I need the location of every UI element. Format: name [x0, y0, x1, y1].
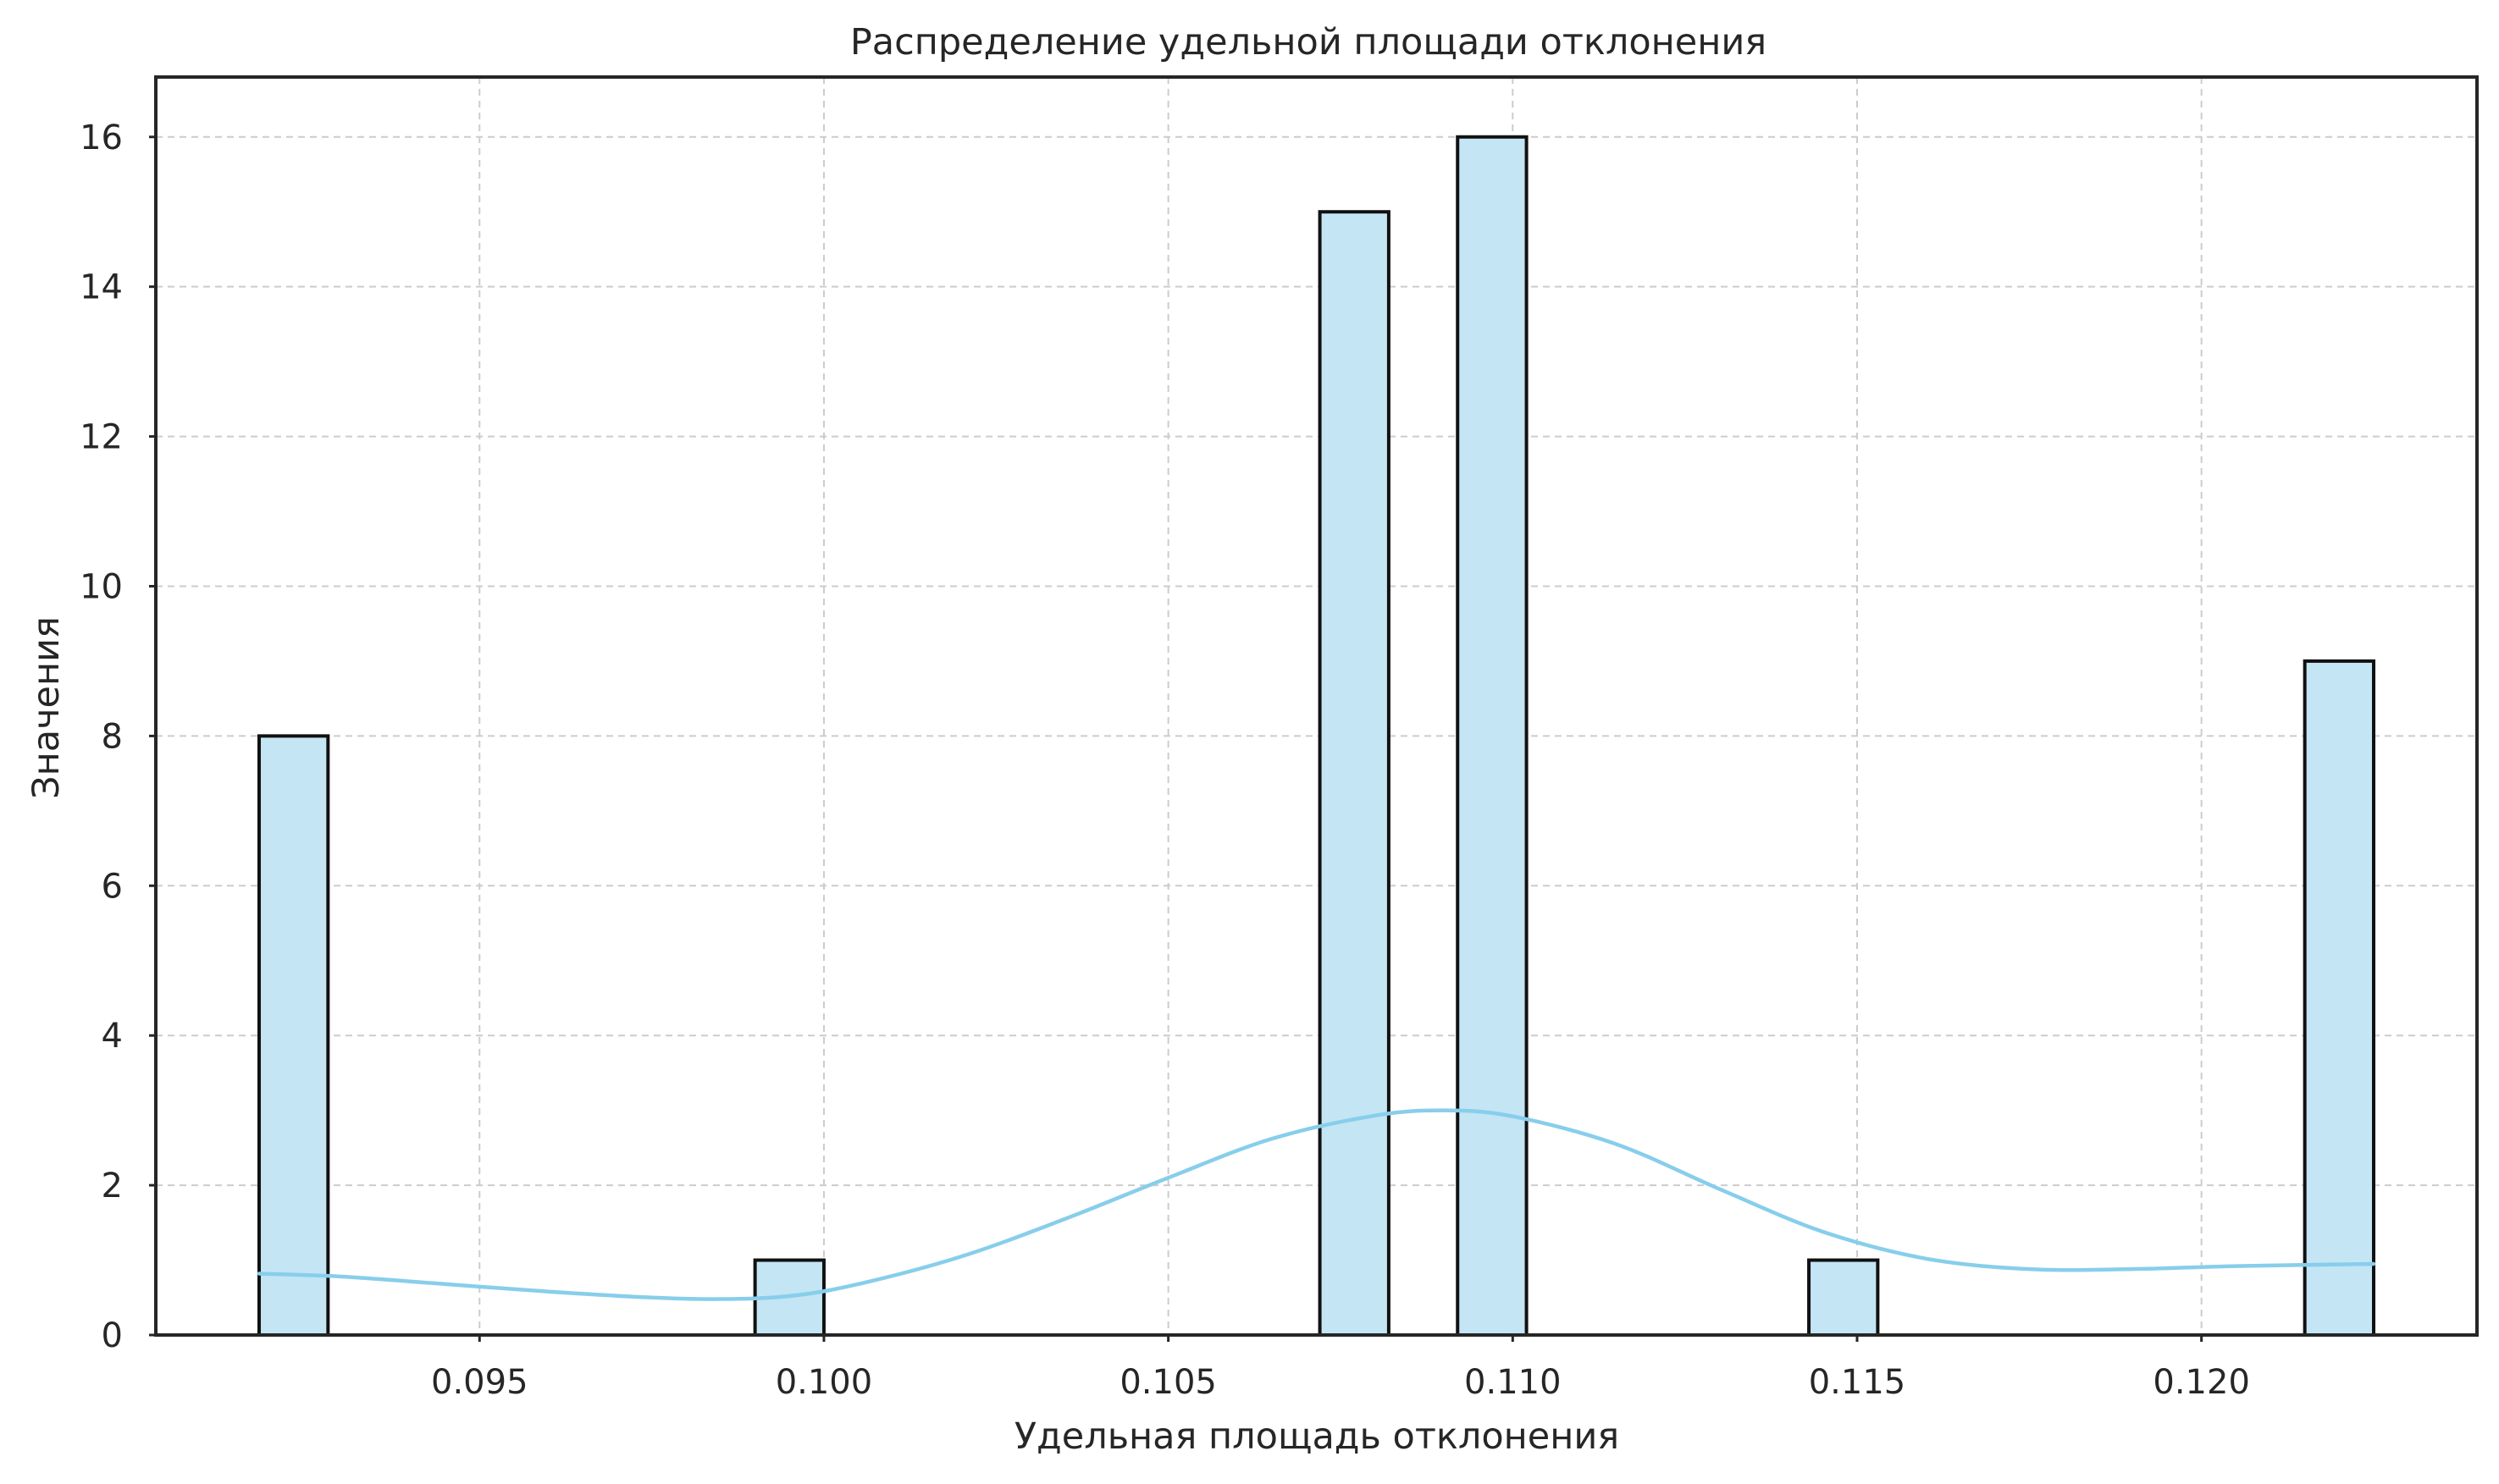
x-axis-label: Удельная площадь отклонения: [1015, 1415, 1619, 1458]
y-tick-label-6: 12: [80, 418, 123, 457]
grid-lines: [156, 77, 2477, 1336]
kde-curve: [257, 1108, 2376, 1301]
histogram-bar-3: [1456, 135, 1529, 1337]
x-tick-label-2: 0.105: [1120, 1363, 1217, 1402]
y-tick-label-1: 2: [102, 1167, 123, 1205]
x-tick-label-5: 0.120: [2153, 1363, 2250, 1402]
x-tick-label-3: 0.110: [1464, 1363, 1562, 1402]
y-tick-label-0: 0: [102, 1316, 123, 1355]
chart-title: Распределение удельной площади отклонени…: [850, 21, 1766, 63]
histogram-bar-5: [2303, 659, 2375, 1337]
y-tick-label-8: 16: [80, 119, 123, 157]
histogram-bar-4: [1807, 1258, 1880, 1337]
histogram-bar-0: [257, 734, 330, 1337]
x-tick-label-0: 0.095: [431, 1363, 528, 1402]
y-axis-label: Значения: [25, 616, 68, 799]
x-tick-label-1: 0.100: [776, 1363, 873, 1402]
y-axis-ticks: 0 2 4 6 8 10 12 14 16: [80, 119, 156, 1355]
x-tick-label-4: 0.115: [1809, 1363, 1906, 1402]
kde-curve-group: [257, 1108, 2376, 1301]
plot-frame: [154, 75, 2479, 1337]
histogram-bars: [257, 135, 2375, 1338]
y-tick-label-2: 4: [102, 1017, 123, 1056]
y-tick-label-7: 14: [80, 268, 123, 307]
y-tick-label-5: 10: [80, 567, 123, 606]
x-axis-ticks: 0.095 0.100 0.105 0.110 0.115 0.120: [431, 1335, 2250, 1402]
y-tick-label-4: 8: [102, 717, 123, 756]
y-tick-label-3: 6: [102, 867, 123, 906]
histogram-bar-2: [1318, 210, 1390, 1338]
